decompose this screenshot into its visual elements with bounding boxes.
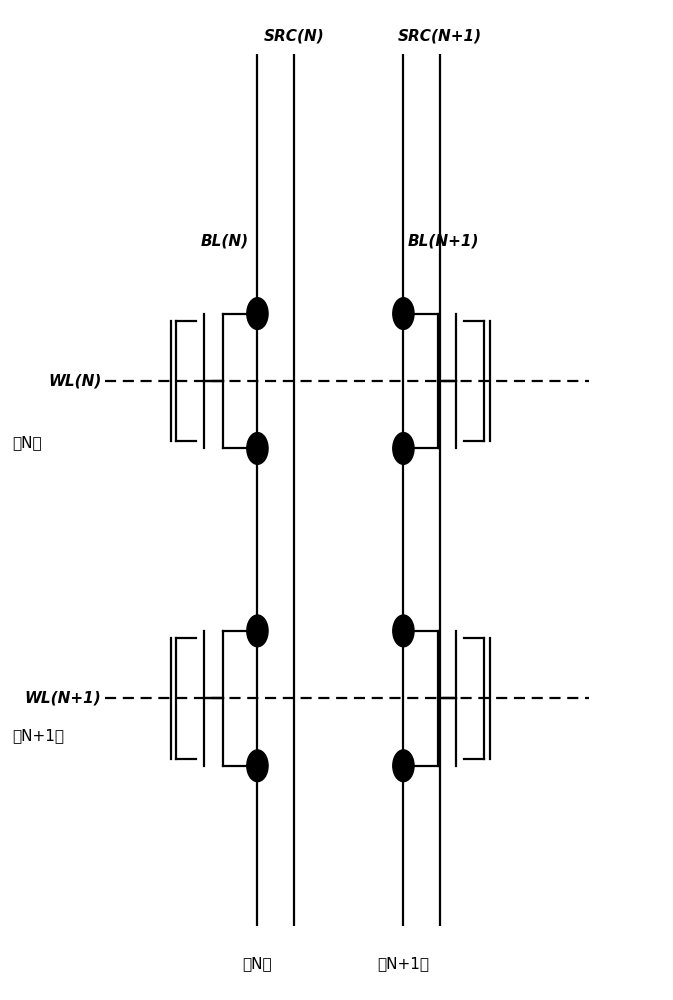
Circle shape	[247, 298, 268, 329]
Circle shape	[393, 298, 414, 329]
Circle shape	[247, 615, 268, 647]
Text: 竏N列: 竏N列	[243, 956, 273, 971]
Text: WL(N): WL(N)	[48, 373, 102, 388]
Text: 竏N行: 竏N行	[12, 436, 42, 451]
Text: SRC(N+1): SRC(N+1)	[398, 29, 482, 44]
Circle shape	[247, 750, 268, 782]
Circle shape	[393, 615, 414, 647]
Circle shape	[393, 433, 414, 464]
Text: BL(N+1): BL(N+1)	[407, 233, 479, 248]
Text: 竏N+1列: 竏N+1列	[378, 956, 429, 971]
Text: SRC(N): SRC(N)	[264, 29, 324, 44]
Circle shape	[393, 750, 414, 782]
Text: 竏N+1行: 竏N+1行	[12, 728, 64, 743]
Text: WL(N+1): WL(N+1)	[25, 691, 102, 706]
Circle shape	[247, 433, 268, 464]
Text: BL(N): BL(N)	[200, 233, 248, 248]
